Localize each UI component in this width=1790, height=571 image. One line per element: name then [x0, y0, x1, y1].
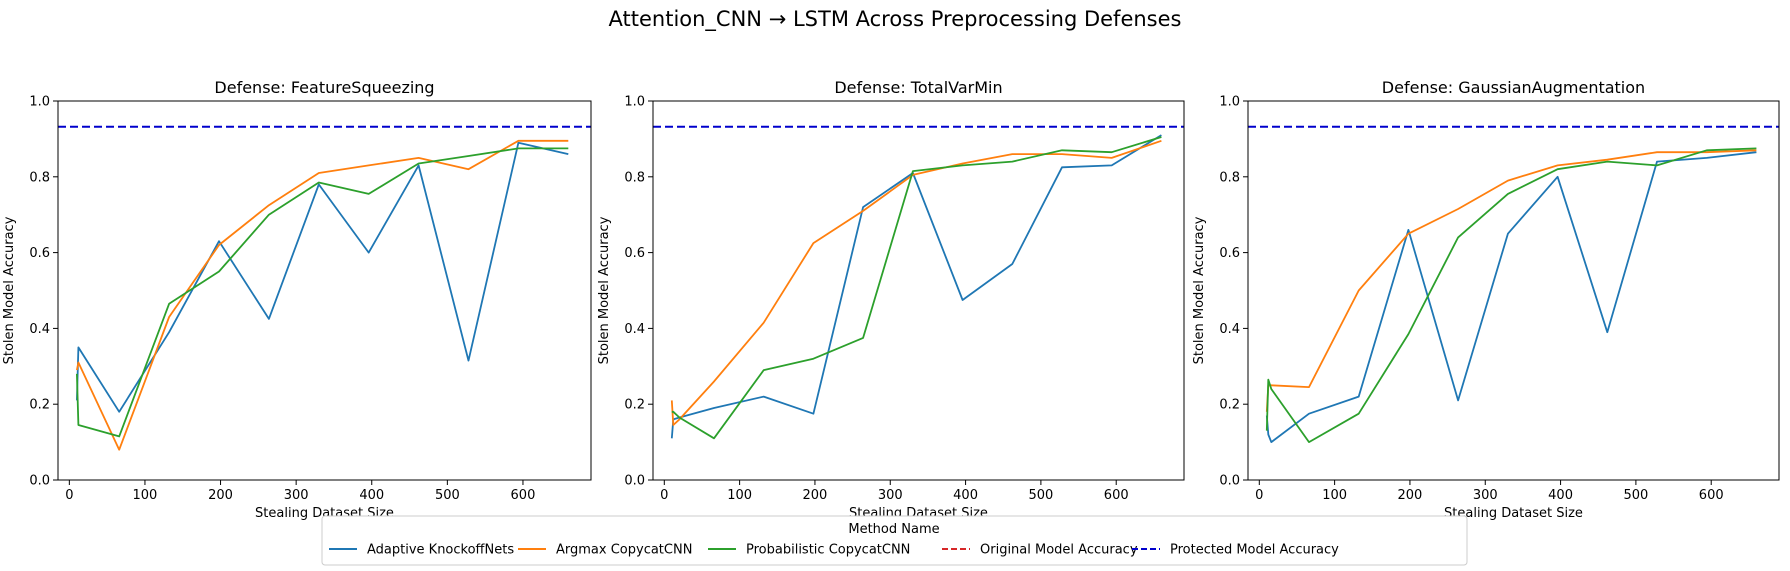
legend-label-probabilistic-copycatcnn: Probabilistic CopycatCNN — [746, 543, 910, 558]
legend-label-original-model-accuracy: Original Model Accuracy — [980, 543, 1138, 558]
y-tick-label: 1.0 — [1219, 95, 1240, 110]
y-tick-label: 0.2 — [624, 398, 645, 413]
y-tick-label: 0.6 — [29, 246, 50, 261]
y-tick-label: 0.8 — [1219, 170, 1240, 185]
y-axis-label: Stolen Model Accuracy — [2, 216, 17, 364]
legend: Method Name Adaptive KnockoffNets Argmax … — [321, 515, 1468, 566]
series-line-probabilistic-copycatcnn — [671, 136, 1162, 440]
y-tick-label: 0.0 — [29, 474, 50, 489]
y-tick-label: 0.0 — [1219, 474, 1240, 489]
subplot-title: Defense: TotalVarMin — [834, 78, 1002, 97]
subplot-title: Defense: GaussianAugmentation — [1382, 78, 1645, 97]
x-tick-label: 200 — [208, 488, 233, 503]
legend-entries: Adaptive KnockoffNets Argmax CopycatCNN Pr… — [329, 543, 1339, 558]
axes-frame — [57, 100, 592, 481]
x-tick-label: 200 — [803, 488, 828, 503]
x-tick-label: 500 — [435, 488, 460, 503]
x-tick-label: 300 — [284, 488, 309, 503]
x-axis-label: Stealing Dataset Size — [1444, 506, 1583, 521]
series-line-probabilistic-copycatcnn — [1265, 147, 1757, 444]
legend-label-adaptive-knockoffnets: Adaptive KnockoffNets — [367, 543, 514, 558]
x-tick-label: 400 — [359, 488, 384, 503]
axes-frame — [652, 100, 1185, 481]
x-tick-label: 600 — [1104, 488, 1129, 503]
y-tick-label: 0.4 — [624, 322, 645, 337]
plot-area — [1248, 125, 1779, 444]
x-tick-label: 100 — [1322, 488, 1347, 503]
series-line-probabilistic-copycatcnn — [76, 147, 569, 438]
plot-area — [653, 125, 1184, 440]
x-tick-label: 400 — [1548, 488, 1573, 503]
x-tick-label: 600 — [511, 488, 536, 503]
y-tick-label: 0.2 — [1219, 398, 1240, 413]
y-tick-label: 0.2 — [29, 398, 50, 413]
y-tick-label: 0.0 — [624, 474, 645, 489]
x-tick-label: 600 — [1699, 488, 1724, 503]
legend-label-argmax-copycatcnn: Argmax CopycatCNN — [556, 543, 692, 558]
series-line-argmax-copycatcnn — [1265, 149, 1757, 412]
subplot-totalvarmin: Defense: TotalVarMin 0 100 200 300 400 500 600 0… — [597, 78, 1185, 521]
x-tick-label: 200 — [1398, 488, 1423, 503]
y-tick-label: 0.4 — [29, 322, 50, 337]
series-line-adaptive-knockoffnets — [76, 141, 569, 413]
series-line-adaptive-knockoffnets — [670, 134, 1162, 439]
x-tick-label: 500 — [1623, 488, 1648, 503]
x-tick-label: 500 — [1028, 488, 1053, 503]
y-tick-label: 0.8 — [624, 170, 645, 185]
series-line-adaptive-knockoffnets — [1265, 151, 1757, 444]
y-tick-label: 1.0 — [624, 95, 645, 110]
plot-area — [58, 125, 591, 451]
x-tick-label: 300 — [1473, 488, 1498, 503]
subplot-gaussianaugmentation: Defense: GaussianAugmentation 0 100 200 300 4… — [1192, 78, 1780, 521]
legend-label-protected-model-accuracy: Protected Model Accuracy — [1170, 543, 1339, 558]
y-axis-label: Stolen Model Accuracy — [597, 216, 612, 364]
series-line-argmax-copycatcnn — [76, 139, 569, 451]
y-tick-label: 0.4 — [1219, 322, 1240, 337]
y-tick-label: 0.6 — [1219, 246, 1240, 261]
x-tick-label: 0 — [1255, 488, 1263, 503]
x-tick-label: 100 — [133, 488, 158, 503]
axes-frame — [1247, 100, 1780, 481]
x-tick-label: 100 — [727, 488, 752, 503]
subplot-title: Defense: FeatureSqueezing — [214, 78, 434, 97]
subplot-featuresqueezing: Defense: FeatureSqueezing 0 100 200 300 400 50… — [2, 78, 592, 521]
x-tick-label: 300 — [878, 488, 903, 503]
y-tick-label: 1.0 — [29, 95, 50, 110]
legend-frame — [321, 515, 1468, 566]
y-tick-label: 0.8 — [29, 170, 50, 185]
x-tick-label: 0 — [65, 488, 73, 503]
legend-title: Method Name — [848, 522, 939, 537]
x-tick-label: 400 — [953, 488, 978, 503]
series-line-argmax-copycatcnn — [670, 139, 1162, 426]
figure-suptitle: Attention_CNN → LSTM Across Preprocessin… — [609, 7, 1182, 32]
y-tick-label: 0.6 — [624, 246, 645, 261]
x-tick-label: 0 — [660, 488, 668, 503]
y-axis-label: Stolen Model Accuracy — [1192, 216, 1207, 364]
